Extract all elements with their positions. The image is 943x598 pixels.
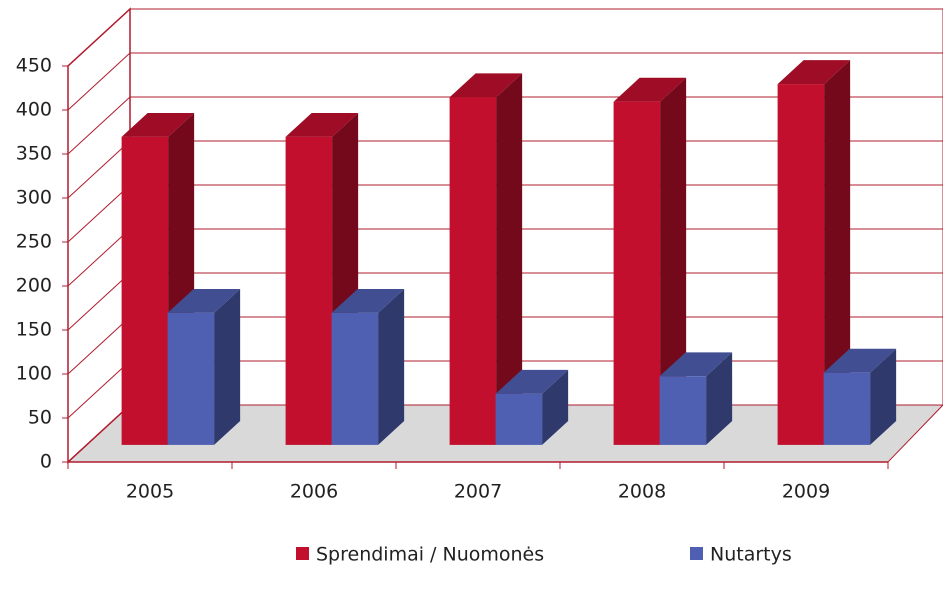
bar-front — [777, 84, 825, 445]
bar-side — [870, 348, 897, 445]
y-tick-label: 0 — [40, 451, 52, 473]
bar-top — [613, 77, 687, 102]
x-tick-label: 2006 — [290, 481, 338, 503]
grid-line — [67, 52, 131, 111]
bar-side — [706, 352, 733, 445]
y-tick-label: 50 — [28, 407, 52, 429]
y-tick-label: 200 — [16, 275, 52, 297]
grid-line — [67, 316, 131, 375]
bar-top — [331, 288, 405, 313]
bar — [449, 73, 523, 445]
grid-line — [67, 140, 131, 199]
bar-side — [542, 369, 569, 445]
bar-top — [121, 112, 195, 137]
bar — [777, 60, 851, 445]
legend-label: Nutartys — [710, 544, 792, 566]
side-wall — [67, 7, 131, 464]
legend-label: Sprendimai / Nuomonės — [316, 544, 544, 566]
bar-front — [659, 376, 707, 445]
bar-front — [495, 393, 543, 445]
x-tick-label: 2007 — [454, 481, 502, 503]
y-tick-label: 450 — [16, 55, 52, 77]
y-tick-label: 150 — [16, 319, 52, 341]
y-tick-label: 350 — [16, 143, 52, 165]
bar-front — [167, 312, 215, 445]
bar-side — [824, 60, 851, 445]
grid-line — [67, 96, 131, 155]
bar — [613, 77, 687, 445]
bar-side — [496, 73, 523, 445]
bar-front — [285, 136, 333, 445]
bar-top — [777, 60, 851, 85]
bar-side — [378, 288, 405, 445]
y-tick-label: 300 — [16, 187, 52, 209]
bar-top — [167, 288, 241, 313]
x-tick-label: 2009 — [782, 481, 830, 503]
bar-front — [449, 97, 497, 445]
bar — [823, 348, 897, 445]
grid-line — [67, 272, 131, 331]
grid-line — [67, 228, 131, 287]
grid-line — [67, 184, 131, 243]
bar-top — [823, 348, 897, 373]
legend-swatch — [690, 547, 703, 560]
x-tick-label: 2008 — [618, 481, 666, 503]
bar-top — [285, 112, 359, 137]
y-tick-label: 400 — [16, 99, 52, 121]
bar — [167, 288, 241, 445]
bar-front — [823, 372, 871, 445]
bar-side — [660, 77, 687, 445]
bar-top — [659, 352, 733, 377]
y-tick-label: 250 — [16, 231, 52, 253]
bar-side — [214, 288, 241, 445]
bar — [659, 352, 733, 445]
bar — [495, 369, 569, 445]
legend-swatch — [296, 547, 309, 560]
bar-top — [449, 73, 523, 98]
bar-front — [331, 312, 379, 445]
grid-line — [67, 8, 131, 67]
grid-line — [67, 404, 131, 463]
y-tick-label: 100 — [16, 363, 52, 385]
bar-front — [613, 101, 661, 445]
bar — [331, 288, 405, 445]
bar-top — [495, 369, 569, 394]
bar-front — [121, 136, 169, 445]
x-tick-label: 2005 — [126, 481, 174, 503]
grid-line — [67, 360, 131, 419]
